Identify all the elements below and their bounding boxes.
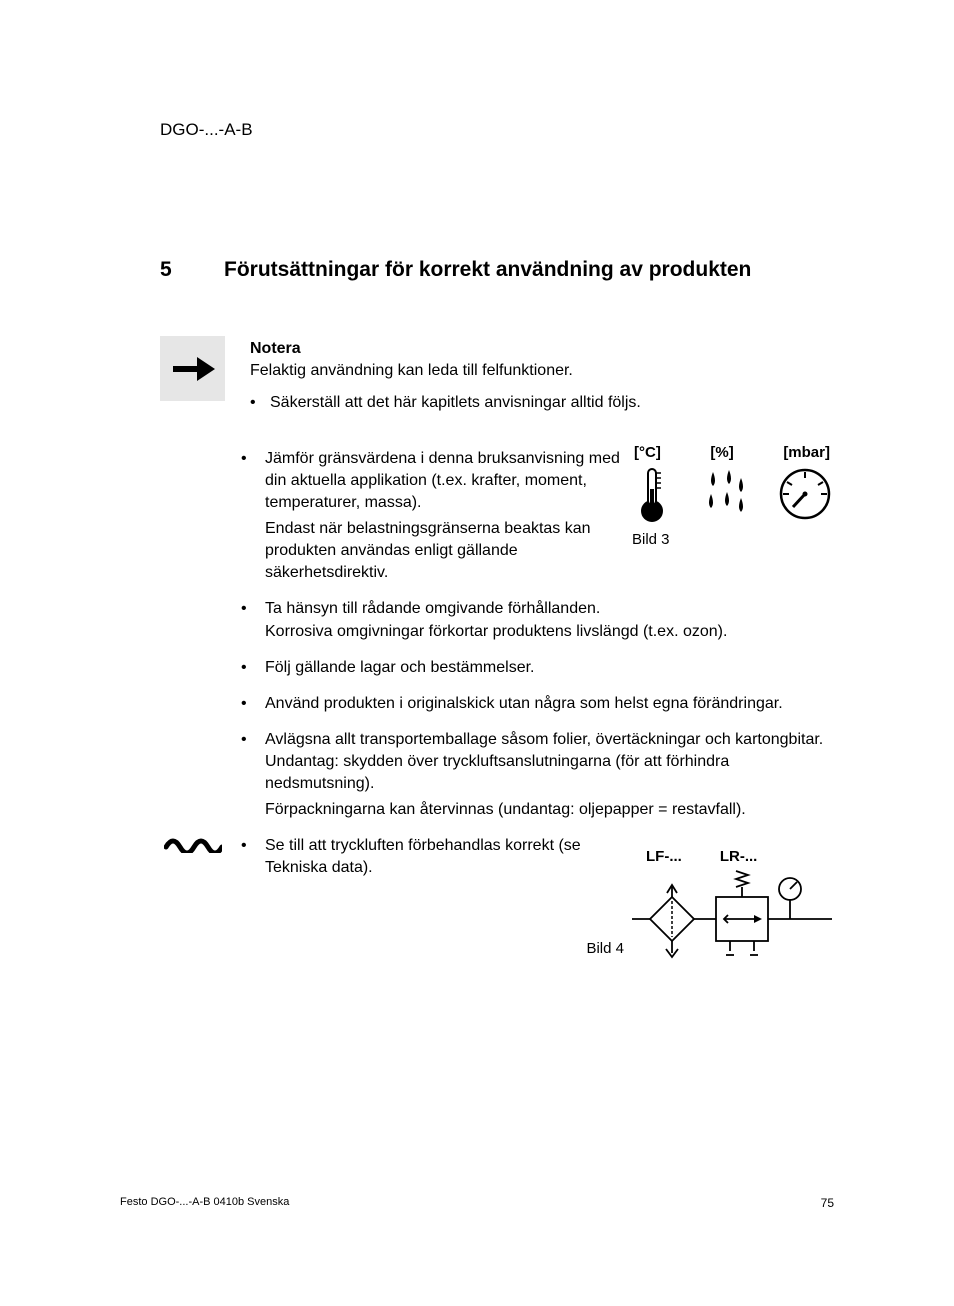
footer-left: Festo DGO-...-A-B 0410b Svenska [120,1196,289,1210]
figure-4-caption: Bild 4 [586,940,624,957]
pneumatic-schematic-icon [632,869,832,964]
list-item: Ta hänsyn till rådande omgivande förhåll… [235,598,834,642]
bullet-6: Se till att tryckluften förbehandlas kor… [265,835,625,879]
fig4-label-lr: LR-... [720,848,758,865]
list-item: Använd produkten i originalskick utan nå… [235,693,834,715]
section-title: Förutsättningar för korrekt användning a… [224,258,751,282]
body-list: Jämför gränsvärdena i denna bruksanvisni… [235,448,834,893]
list-item: Avlägsna allt transportemballage såsom f… [235,729,834,821]
bullet-5-p2: Undantag: skydden över tryckluftsanslutn… [265,751,834,795]
note-bullet: Säkerställ att det här kapitlets anvisni… [250,392,834,414]
note-icon-box [160,336,225,401]
bullet-5-p3: Förpackningarna kan återvinnas (undantag… [265,799,834,821]
note-text: Felaktig användning kan leda till felfun… [250,360,834,382]
section-number: 5 [160,258,174,282]
bullet-2-p2: Korrosiva omgivningar förkortar produkte… [265,621,834,643]
note-label: Notera [250,340,834,358]
wave-icon [164,828,222,860]
running-header: DGO-...-A-B [160,120,253,140]
arrow-right-icon [171,353,215,385]
bullet-2-p1: Ta hänsyn till rådande omgivande förhåll… [265,600,600,617]
page-footer: Festo DGO-...-A-B 0410b Svenska 75 [120,1196,834,1210]
fig4-label-lf: LF-... [646,848,682,865]
list-item: Följ gällande lagar och bestämmelser. [235,657,834,679]
bullet-5-p1: Avlägsna allt transportemballage såsom f… [265,731,823,748]
figure-4: LF-... LR-... [632,848,832,969]
note-block: Notera Felaktig användning kan leda till… [250,340,834,424]
bullet-1-p2: Endast när belastningsgränserna beaktas … [265,518,625,584]
bullet-1-p1: Jämför gränsvärdena i denna bruksanvisni… [265,450,620,511]
section-heading: 5 Förutsättningar för korrekt användning… [160,258,834,282]
list-item: Jämför gränsvärdena i denna bruksanvisni… [235,448,834,584]
page-number: 75 [821,1196,834,1210]
